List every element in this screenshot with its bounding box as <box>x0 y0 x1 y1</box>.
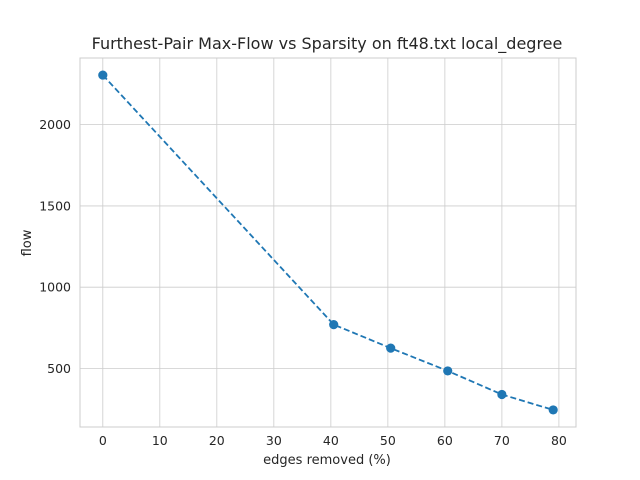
data-point-marker <box>386 343 396 353</box>
x-tick-label: 80 <box>551 433 567 448</box>
series-line <box>102 74 554 411</box>
y-tick-label: 1500 <box>39 198 71 213</box>
data-point-marker <box>98 70 108 80</box>
x-tick-label: 0 <box>99 433 107 448</box>
x-tick-label: 20 <box>209 433 225 448</box>
data-series <box>98 70 558 415</box>
y-tick-label: 500 <box>47 361 71 376</box>
x-tick-label: 60 <box>437 433 453 448</box>
x-tick-label: 30 <box>266 433 282 448</box>
data-point-marker <box>497 389 507 400</box>
x-tick-label: 40 <box>323 433 339 448</box>
plot-area-frame <box>79 57 577 428</box>
y-tick-label: 2000 <box>39 117 71 132</box>
y-axis-label: flow <box>20 229 35 256</box>
chart-title: Furthest-Pair Max-Flow vs Sparsity on ft… <box>92 34 563 54</box>
x-tick-label: 50 <box>380 433 396 448</box>
x-tick-label: 10 <box>152 433 168 448</box>
x-axis-label: edges removed (%) <box>263 453 391 468</box>
data-point-marker <box>548 405 558 415</box>
tick-labels: 0 10 20 30 40 50 60 70 80 500 1000 1500 2000 <box>39 117 567 448</box>
data-point-marker <box>443 366 453 376</box>
data-point-marker <box>329 319 339 330</box>
grid-lines <box>80 58 576 427</box>
y-tick-label: 1000 <box>39 280 71 295</box>
x-tick-label: 70 <box>494 433 510 448</box>
